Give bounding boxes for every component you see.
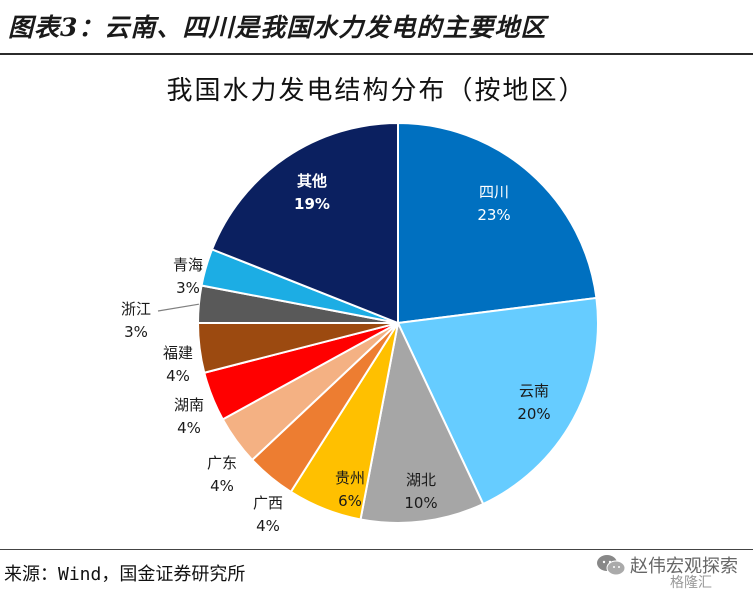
slice-value-湖南: 4%: [177, 419, 201, 437]
slice-value-浙江: 3%: [124, 323, 148, 341]
chart-title: 我国水力发电结构分布（按地区）: [166, 76, 587, 106]
figure-title: 图表3：云南、四川是我国水力发电的主要地区: [8, 13, 547, 42]
watermark-text: 赵伟宏观探索: [630, 556, 738, 577]
slice-label-湖南: 湖南: [174, 396, 204, 414]
slice-value-其他: 19%: [294, 195, 330, 213]
slice-label-广东: 广东: [207, 454, 237, 472]
slice-label-云南: 云南: [519, 382, 549, 400]
source-note: 来源：Wind，国金证券研究所: [4, 564, 246, 585]
slice-value-四川: 23%: [477, 206, 510, 224]
slice-label-湖北: 湖北: [406, 471, 436, 489]
slice-label-浙江: 浙江: [121, 300, 151, 318]
slice-value-青海: 3%: [176, 279, 200, 297]
slice-value-湖北: 10%: [404, 494, 437, 512]
slice-value-福建: 4%: [166, 367, 190, 385]
slice-value-云南: 20%: [517, 405, 550, 423]
slice-label-贵州: 贵州: [335, 469, 365, 487]
slice-label-青海: 青海: [173, 256, 203, 274]
pie-slice-云南: [396, 296, 599, 506]
slice-value-贵州: 6%: [338, 492, 362, 510]
pie-slice-其他: [210, 121, 399, 325]
slice-label-四川: 四川: [479, 183, 509, 201]
title-divider: [0, 53, 753, 55]
footer-divider: [0, 549, 753, 550]
slice-value-广西: 4%: [256, 517, 280, 535]
pie-slice-湖北: [359, 319, 485, 524]
pie-slice-四川: [397, 121, 598, 325]
slice-label-广西: 广西: [253, 494, 283, 512]
wechat-icon: [597, 555, 626, 576]
slice-value-广东: 4%: [210, 477, 234, 495]
leader-line-浙江: [157, 303, 199, 312]
watermark-subtext: 格隆汇: [670, 575, 712, 591]
slice-label-其他: 其他: [297, 172, 327, 190]
watermark: 赵伟宏观探索 格隆汇: [596, 550, 750, 591]
slice-label-福建: 福建: [163, 344, 193, 362]
